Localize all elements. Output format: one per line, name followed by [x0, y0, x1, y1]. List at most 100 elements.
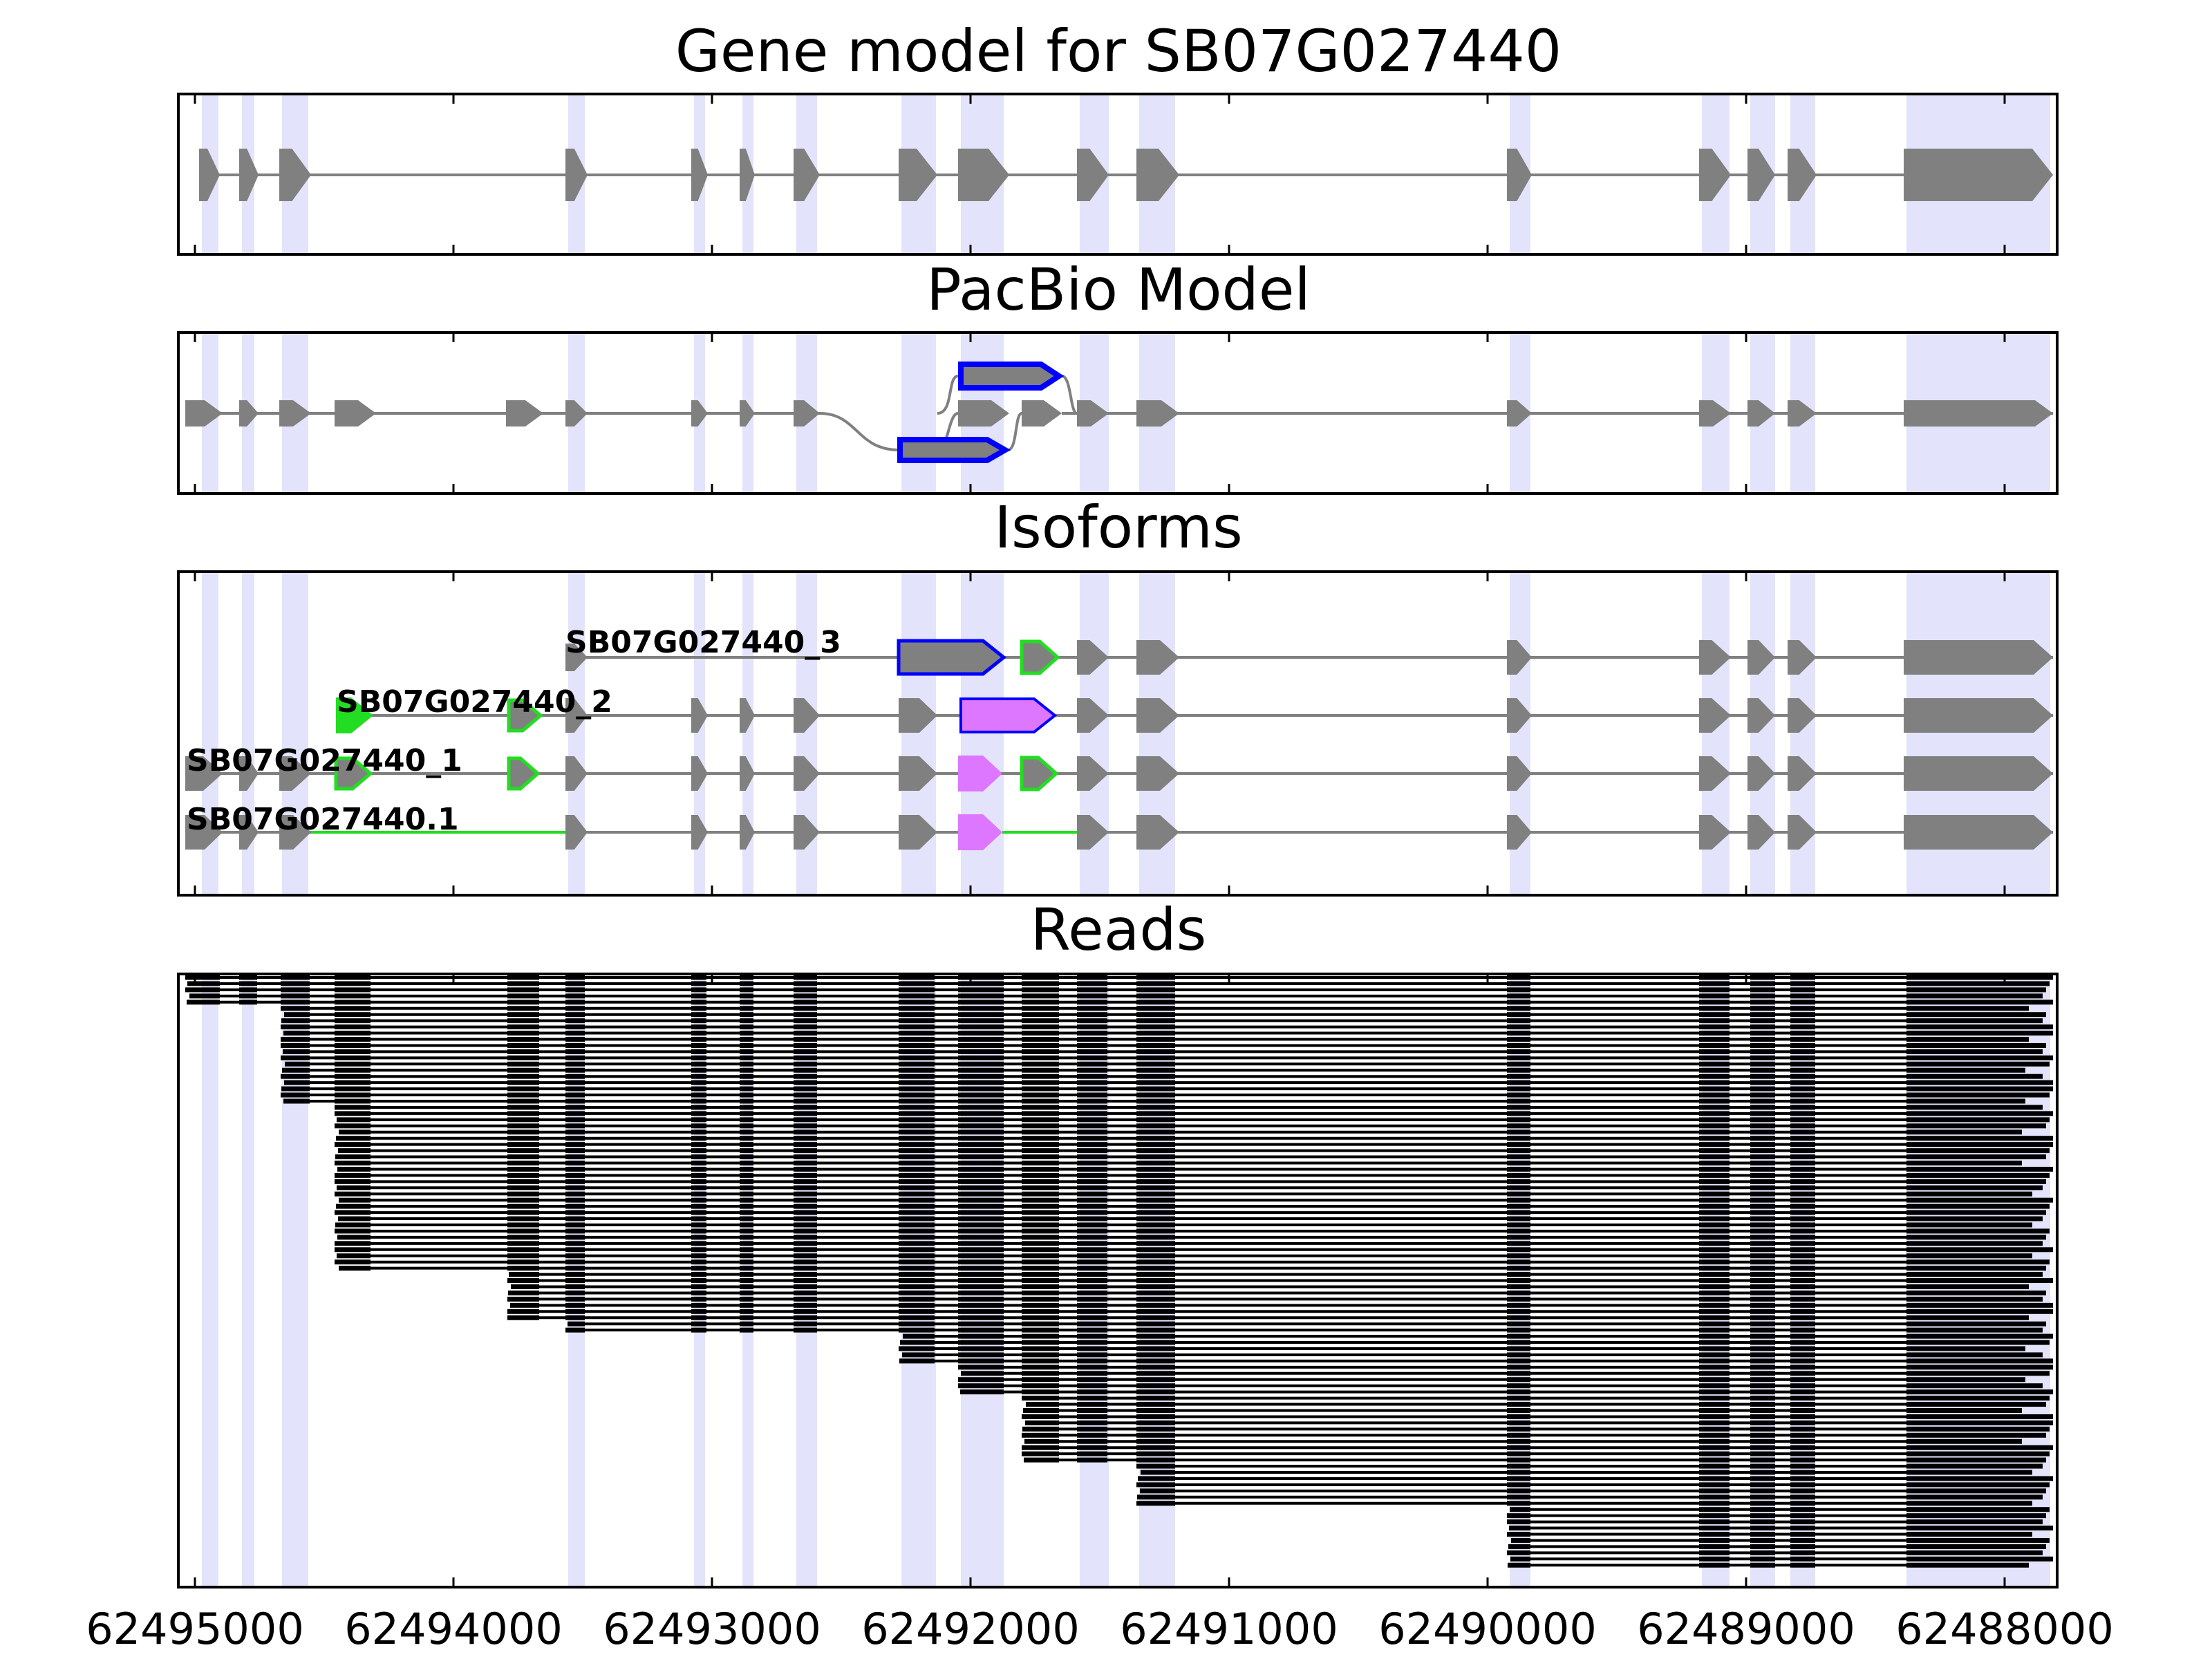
read-block [1136, 1123, 1175, 1129]
read-block [507, 1049, 539, 1054]
splice-curve [1061, 375, 1078, 415]
read-block [1507, 1457, 1530, 1463]
read-block [281, 1055, 310, 1060]
read-block [507, 1235, 539, 1240]
read-block [958, 1130, 1004, 1135]
read-block [1699, 1333, 1730, 1339]
exon [1077, 756, 1109, 791]
read-block [1699, 1408, 1730, 1413]
read-block [958, 1012, 1004, 1018]
read-block [958, 1197, 1004, 1203]
read-block [1699, 1438, 1730, 1444]
read-block [1136, 1501, 1175, 1506]
read-block [335, 1161, 371, 1165]
read-block [335, 1098, 371, 1104]
read-block [899, 1166, 935, 1172]
read-block [691, 1166, 706, 1172]
alternative-exon [1020, 639, 1060, 675]
read-block [1077, 1055, 1107, 1060]
read-block [1790, 1080, 1815, 1085]
x-tick-label: 62489000 [1637, 1604, 1855, 1654]
read-block [958, 1241, 1004, 1246]
read-block [281, 1074, 310, 1079]
read-block [1507, 1241, 1530, 1246]
exon [1136, 149, 1179, 201]
read-block [335, 1086, 371, 1091]
read-block [239, 993, 257, 999]
read-block [740, 1241, 753, 1246]
read-block [794, 1092, 817, 1098]
read-block [1077, 1259, 1107, 1265]
exon [740, 149, 755, 201]
read-block [1906, 1408, 2022, 1413]
read-block [1507, 1550, 1530, 1555]
read-block [1077, 981, 1107, 986]
read-block [1022, 1302, 1059, 1308]
read-block [740, 1042, 753, 1048]
read-block [1077, 1420, 1107, 1425]
read-block [794, 1179, 817, 1184]
read-block [1790, 1266, 1815, 1271]
read-block [1022, 1086, 1059, 1091]
read-block [1750, 1556, 1775, 1562]
read-block [740, 1000, 753, 1005]
read-block [1790, 1377, 1815, 1382]
read-block [1906, 1358, 2053, 1364]
read-block [1906, 1123, 2046, 1129]
read-block [899, 987, 935, 993]
read-block [1750, 1179, 1775, 1184]
read-block [899, 1302, 935, 1308]
read-block [1136, 1438, 1175, 1444]
exon [239, 149, 259, 201]
read-block [335, 1012, 371, 1018]
read-block [1136, 1241, 1175, 1246]
read-block [899, 1203, 935, 1209]
read-block [1750, 1061, 1775, 1067]
exon [1788, 698, 1817, 733]
read-block [1022, 1222, 1059, 1228]
read-block [1790, 1396, 1815, 1401]
read-block [1136, 1228, 1175, 1234]
read-block [1077, 1191, 1107, 1197]
read-block [1699, 1402, 1730, 1407]
read-block [1790, 1185, 1815, 1190]
read-block [1699, 1074, 1730, 1079]
read-block [1507, 1414, 1530, 1419]
read-block [958, 1222, 1004, 1228]
read-block [1699, 1142, 1730, 1147]
read-block [1077, 1123, 1107, 1129]
read-block [794, 1296, 817, 1302]
read-block [794, 1074, 817, 1079]
read-block [1136, 1358, 1175, 1364]
read-block [1699, 1377, 1730, 1382]
read-block [1699, 1012, 1730, 1018]
read-block [958, 1092, 1004, 1098]
exon [565, 644, 588, 671]
read-block [1790, 1321, 1815, 1327]
read-block [1790, 1358, 1815, 1364]
read-block [282, 1067, 310, 1073]
read-block [1022, 1024, 1059, 1030]
read-block [1507, 1358, 1530, 1364]
read-block [1699, 1340, 1730, 1345]
read-block [691, 1111, 706, 1116]
read-block [899, 1074, 935, 1079]
read-block [1790, 1445, 1815, 1450]
read-block [958, 1105, 1004, 1110]
read-block [1022, 1432, 1059, 1438]
read-block [337, 1185, 371, 1190]
read-block [1507, 1284, 1530, 1289]
read-block [565, 1327, 585, 1333]
read-block [1077, 1402, 1107, 1407]
read-block [1750, 1544, 1775, 1549]
read-block [1077, 1117, 1107, 1123]
read-block [794, 1105, 817, 1110]
read-block [1699, 1154, 1730, 1160]
read-block [1699, 1042, 1730, 1048]
read-block [1699, 1537, 1730, 1543]
read-block [794, 1315, 817, 1320]
read-block [958, 1383, 1004, 1389]
read-block [958, 1203, 1004, 1209]
read-block [1077, 1235, 1107, 1240]
isoform-label-1: SB07G027440_1 [187, 743, 462, 778]
